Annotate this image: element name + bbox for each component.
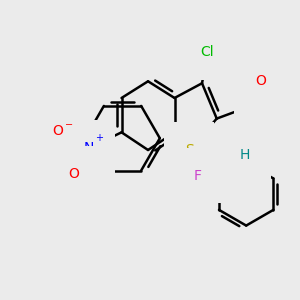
Text: S: S	[185, 143, 194, 157]
Text: N: N	[84, 141, 94, 155]
Text: O: O	[256, 74, 266, 88]
Text: Cl: Cl	[200, 45, 214, 59]
Text: N: N	[255, 128, 265, 142]
Text: H: H	[240, 148, 250, 162]
Text: O: O	[52, 124, 63, 138]
Text: F: F	[194, 169, 201, 182]
Text: O: O	[68, 167, 79, 181]
Text: +: +	[95, 133, 103, 143]
Text: −: −	[65, 121, 74, 130]
